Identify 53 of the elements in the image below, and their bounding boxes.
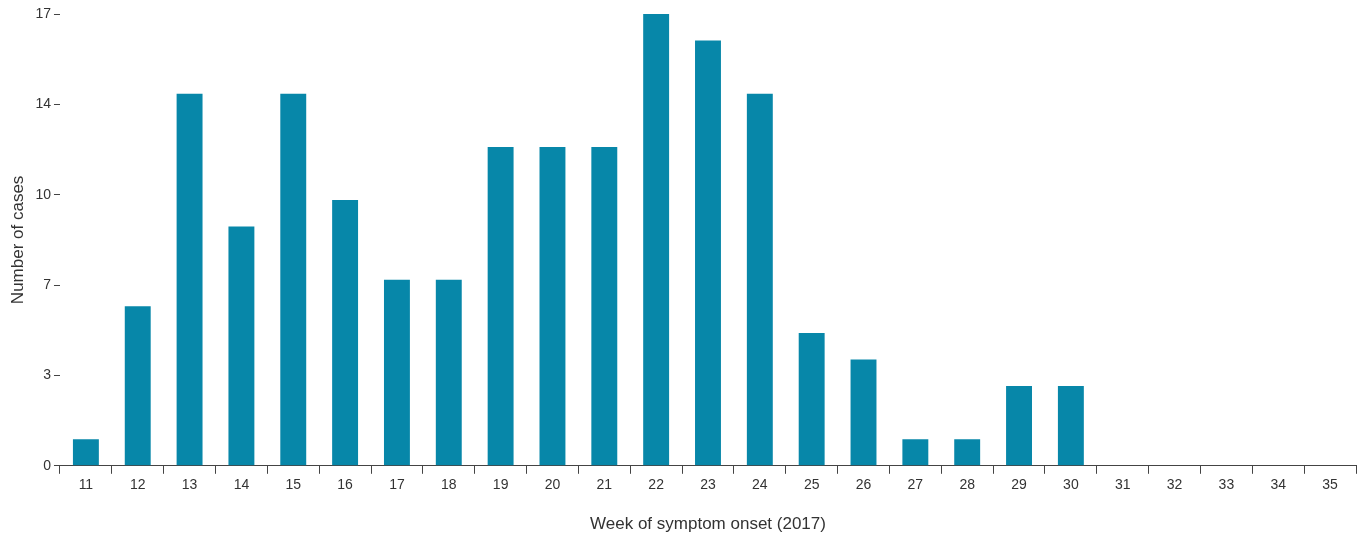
bar bbox=[798, 332, 825, 466]
bar bbox=[902, 439, 929, 466]
bar bbox=[643, 14, 670, 466]
bar bbox=[228, 226, 255, 466]
x-tick-label: 28 bbox=[959, 476, 976, 493]
y-tick-label: 14 bbox=[35, 95, 52, 112]
bar bbox=[746, 93, 773, 466]
x-tick-label: 11 bbox=[78, 476, 94, 493]
bar bbox=[332, 200, 359, 466]
bar bbox=[695, 40, 721, 466]
x-tick-label: 12 bbox=[129, 476, 146, 493]
x-tick-label: 22 bbox=[648, 476, 665, 493]
x-tick-label: 16 bbox=[337, 476, 354, 493]
x-tick-label: 32 bbox=[1166, 476, 1183, 493]
bar bbox=[176, 93, 203, 466]
x-tick-label: 27 bbox=[907, 476, 924, 493]
y-tick-label: 0 bbox=[43, 456, 52, 473]
bar bbox=[383, 279, 410, 466]
x-tick-label: 14 bbox=[233, 476, 250, 493]
x-tick-label: 34 bbox=[1270, 476, 1287, 493]
x-tick-label: 31 bbox=[1114, 476, 1131, 493]
bar bbox=[954, 439, 981, 466]
x-tick-label: 17 bbox=[389, 476, 405, 493]
bar bbox=[435, 279, 462, 466]
bar bbox=[850, 359, 877, 466]
bar bbox=[72, 439, 99, 466]
y-tick-label: 7 bbox=[43, 275, 52, 292]
x-tick-label: 20 bbox=[544, 476, 561, 493]
x-tick-label: 26 bbox=[855, 476, 872, 493]
x-tick-label: 13 bbox=[181, 476, 198, 493]
x-tick-label: 21 bbox=[596, 476, 613, 493]
x-tick-label: 23 bbox=[700, 476, 716, 493]
y-tick-label: 17 bbox=[35, 4, 52, 21]
x-tick-label: 35 bbox=[1322, 476, 1339, 493]
bar bbox=[591, 146, 618, 466]
x-tick-label: 25 bbox=[803, 476, 820, 493]
bar bbox=[1057, 386, 1084, 466]
y-axis-title: Number of cases bbox=[7, 175, 27, 305]
x-tick-label: 29 bbox=[1011, 476, 1028, 493]
bar bbox=[487, 146, 514, 466]
x-tick-label: 18 bbox=[440, 476, 457, 493]
x-tick-label: 19 bbox=[492, 476, 509, 493]
x-tick-label: 30 bbox=[1063, 476, 1079, 493]
bar bbox=[1006, 386, 1032, 466]
y-tick-label: 3 bbox=[43, 366, 52, 383]
x-tick-label: 24 bbox=[752, 476, 768, 493]
bar bbox=[539, 146, 566, 466]
bar bbox=[124, 306, 151, 466]
bar bbox=[280, 93, 307, 466]
x-tick-label: 33 bbox=[1218, 476, 1235, 493]
x-tick-label: 15 bbox=[285, 476, 302, 493]
y-tick-label: 10 bbox=[35, 185, 52, 202]
x-axis-title: Week of symptom onset (2017) bbox=[590, 514, 826, 534]
